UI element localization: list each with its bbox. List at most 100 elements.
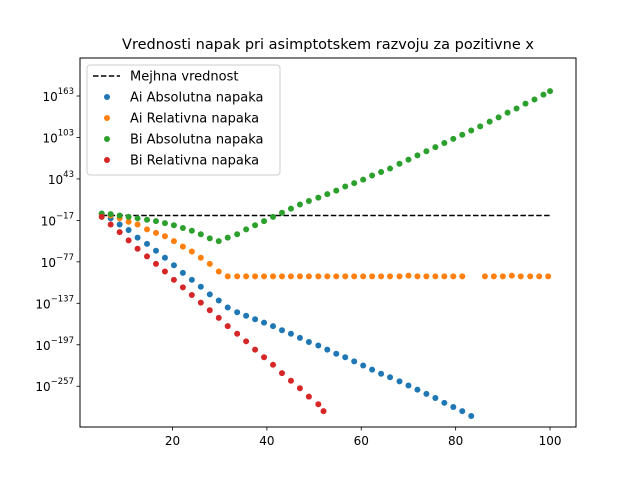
data-point — [450, 273, 457, 280]
data-point — [315, 273, 322, 280]
data-point — [152, 218, 159, 225]
data-point — [324, 273, 331, 280]
data-point — [107, 211, 114, 218]
data-point — [107, 221, 114, 228]
data-point — [270, 361, 277, 368]
data-point — [134, 245, 141, 252]
data-point — [215, 268, 222, 275]
data-point — [152, 247, 159, 254]
data-point — [161, 254, 168, 261]
data-point — [144, 216, 151, 223]
data-point — [414, 273, 421, 280]
data-point — [125, 218, 132, 225]
data-point — [296, 273, 303, 280]
y-tick-label: 10−77 — [41, 253, 74, 270]
data-point — [170, 276, 177, 283]
data-point — [360, 176, 367, 183]
data-point — [545, 273, 552, 280]
data-point — [179, 243, 186, 250]
data-point — [278, 209, 285, 216]
x-tick-label: 60 — [354, 434, 369, 448]
data-point — [459, 273, 466, 280]
x-tick-label: 100 — [539, 434, 562, 448]
data-point — [206, 260, 213, 267]
data-point — [188, 276, 195, 283]
data-point — [351, 358, 358, 365]
data-point — [540, 91, 547, 98]
data-point — [378, 169, 385, 176]
data-point — [197, 254, 204, 261]
series-4 — [98, 213, 327, 415]
data-point — [144, 253, 151, 260]
data-point — [315, 342, 322, 349]
plot-frame — [79, 57, 577, 428]
data-point — [468, 412, 475, 419]
data-point — [170, 262, 177, 269]
data-point — [234, 273, 241, 280]
data-point — [513, 105, 520, 112]
data-point — [234, 309, 241, 316]
data-point — [351, 180, 358, 187]
data-point — [170, 222, 177, 229]
data-point — [342, 354, 349, 361]
data-point — [432, 273, 439, 280]
legend-label: Mejhna vrednost — [130, 70, 238, 85]
data-point — [405, 272, 412, 279]
legend-swatch — [104, 157, 110, 163]
data-point — [252, 222, 259, 229]
data-point — [527, 273, 534, 280]
data-point — [278, 327, 285, 334]
data-point — [508, 272, 515, 279]
data-point — [261, 319, 268, 326]
data-point — [324, 191, 331, 198]
data-point — [243, 226, 250, 233]
x-tick-label: 80 — [448, 434, 463, 448]
data-point — [531, 96, 538, 103]
data-point — [125, 237, 132, 244]
data-point — [252, 346, 259, 353]
data-point — [287, 377, 294, 384]
y-tick-label: 10163 — [42, 87, 74, 104]
legend-box — [86, 64, 281, 176]
chart-title: Vrednosti napak pri asimptotskem razvoju… — [122, 37, 534, 53]
data-point — [270, 273, 277, 280]
y-tick-label: 10−197 — [35, 336, 74, 353]
data-point — [490, 273, 497, 280]
data-point — [423, 390, 430, 397]
data-point — [252, 316, 259, 323]
data-point — [405, 156, 412, 163]
data-point — [499, 273, 506, 280]
data-point — [206, 291, 213, 298]
data-point — [243, 312, 250, 319]
data-point — [414, 386, 421, 393]
data-point — [287, 330, 294, 337]
data-point — [536, 273, 543, 280]
data-point — [261, 354, 268, 361]
data-point — [481, 273, 488, 280]
legend: Mejhna vrednost Ai Absolutna napaka Ai Rel… — [86, 64, 281, 176]
data-point — [197, 299, 204, 306]
data-point — [305, 339, 312, 346]
data-point — [378, 370, 385, 377]
data-point — [296, 201, 303, 208]
data-point — [224, 273, 231, 280]
data-point — [179, 269, 186, 276]
data-point — [305, 393, 312, 400]
data-point — [450, 403, 457, 410]
data-point — [134, 234, 141, 241]
data-point — [333, 350, 340, 357]
legend-label: Bi Relativna napaka — [130, 154, 259, 169]
y-tick-label: 1043 — [48, 170, 74, 187]
x-tick-label: 20 — [165, 434, 180, 448]
data-point — [270, 323, 277, 330]
data-point — [432, 394, 439, 401]
data-point — [324, 346, 331, 353]
data-point — [197, 283, 204, 290]
data-point — [360, 273, 367, 280]
data-point — [396, 160, 403, 167]
data-point — [278, 370, 285, 377]
series-3 — [98, 88, 554, 245]
data-point — [414, 152, 421, 159]
data-point — [351, 273, 358, 280]
data-point — [396, 273, 403, 280]
